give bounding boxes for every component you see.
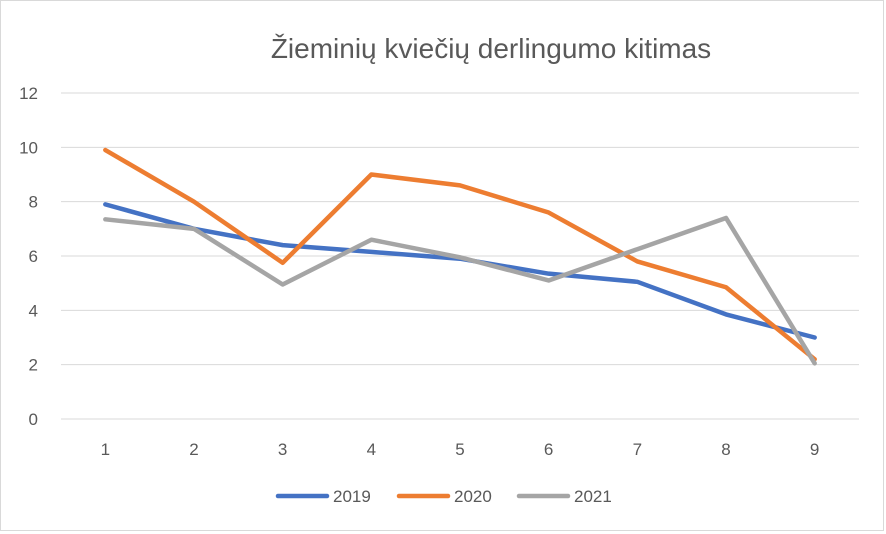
x-tick-label: 5 — [455, 440, 464, 459]
legend-item-2021: 2021 — [516, 487, 612, 506]
x-tick-label: 6 — [544, 440, 553, 459]
y-tick-label: 12 — [19, 84, 38, 103]
legend-item-2019: 2019 — [275, 487, 371, 506]
y-tick-label: 4 — [29, 301, 38, 320]
y-tick-label: 0 — [29, 410, 38, 429]
x-tick-label: 3 — [278, 440, 287, 459]
x-tick-label: 1 — [101, 440, 110, 459]
legend-label: 2019 — [333, 487, 371, 506]
x-tick-label: 9 — [810, 440, 819, 459]
legend: 2019 2020 2021 — [275, 487, 612, 506]
x-tick-label: 4 — [367, 440, 376, 459]
x-tick-label: 7 — [633, 440, 642, 459]
legend-label: 2020 — [454, 487, 492, 506]
y-tick-label: 10 — [19, 138, 38, 157]
y-tick-label: 6 — [29, 247, 38, 266]
x-tick-label: 8 — [721, 440, 730, 459]
y-tick-label: 8 — [29, 193, 38, 212]
series-lines — [103, 147, 817, 366]
legend-item-2020: 2020 — [396, 487, 492, 506]
chart-title: Žieminių kviečių derlingumo kitimas — [271, 33, 711, 64]
y-axis-tick-labels: 0 2 4 6 8 10 12 — [19, 84, 38, 429]
x-tick-label: 2 — [189, 440, 198, 459]
x-axis-tick-labels: 1 2 3 4 5 6 7 8 9 — [101, 440, 820, 459]
series-line-2021 — [103, 215, 817, 366]
legend-label: 2021 — [574, 487, 612, 506]
series-line-2020 — [103, 147, 817, 362]
y-tick-label: 2 — [29, 356, 38, 375]
